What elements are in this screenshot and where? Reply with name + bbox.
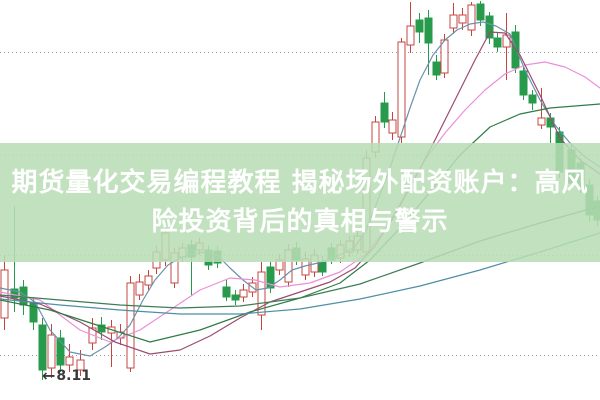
headline-banner: 期货量化交易编程教程 揭秘场外配资账户：高风 险投资背后的真相与警示 [0, 143, 600, 262]
left-arrow-icon: ← [42, 366, 56, 385]
headline-line1: 期货量化交易编程教程 揭秘场外配资账户：高风 [11, 168, 589, 198]
ma-fast-steel [0, 21, 600, 357]
headline-line2: 险投资背后的真相与警示 [151, 207, 449, 237]
ma-slate-slowest [0, 232, 600, 315]
price-low-value: 8.11 [56, 368, 91, 384]
price-low-label: ← 8.11 [42, 366, 91, 385]
ma-green-mid [0, 103, 600, 343]
